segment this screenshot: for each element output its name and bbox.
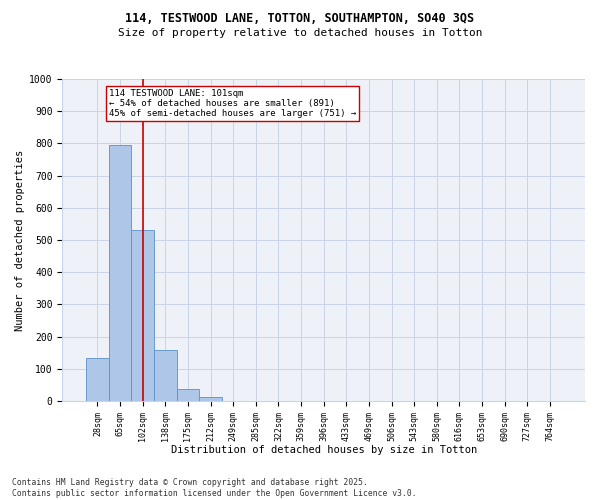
Bar bbox=[176, 389, 199, 401]
Y-axis label: Number of detached properties: Number of detached properties bbox=[15, 150, 25, 330]
Text: Size of property relative to detached houses in Totton: Size of property relative to detached ho… bbox=[118, 28, 482, 38]
Bar bbox=[86, 358, 109, 401]
Bar bbox=[131, 230, 154, 401]
Bar bbox=[199, 397, 222, 401]
Text: Contains HM Land Registry data © Crown copyright and database right 2025.
Contai: Contains HM Land Registry data © Crown c… bbox=[12, 478, 416, 498]
Text: 114, TESTWOOD LANE, TOTTON, SOUTHAMPTON, SO40 3QS: 114, TESTWOOD LANE, TOTTON, SOUTHAMPTON,… bbox=[125, 12, 475, 26]
Bar bbox=[154, 350, 176, 401]
Bar bbox=[109, 145, 131, 401]
X-axis label: Distribution of detached houses by size in Totton: Distribution of detached houses by size … bbox=[170, 445, 477, 455]
Text: 114 TESTWOOD LANE: 101sqm
← 54% of detached houses are smaller (891)
45% of semi: 114 TESTWOOD LANE: 101sqm ← 54% of detac… bbox=[109, 88, 356, 118]
